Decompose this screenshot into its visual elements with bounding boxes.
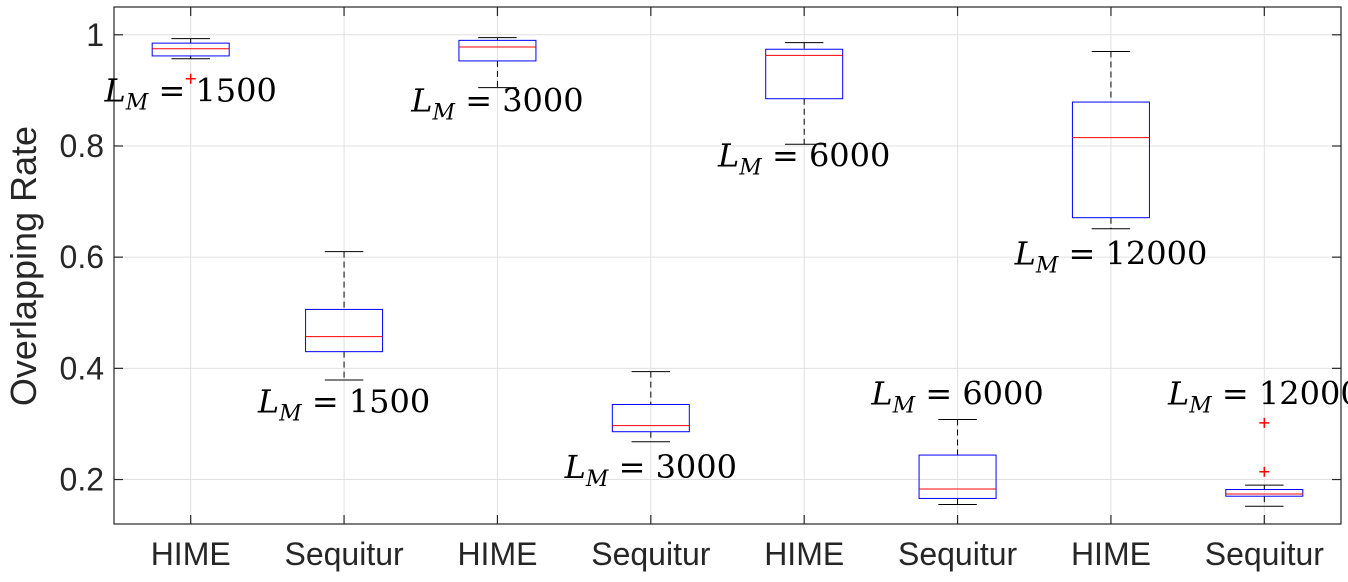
y-tick-label: 1 xyxy=(86,17,104,53)
box-iqr xyxy=(305,308,384,353)
annotation-variable: L xyxy=(717,137,739,175)
annotation-subscript: M xyxy=(738,156,762,181)
annotation-label: LM = 1500 xyxy=(104,72,277,116)
box-group xyxy=(151,37,1304,507)
y-axis-ticks: 0.2 0.4 0.6 0.8 1 xyxy=(60,17,1341,498)
x-tick-label: HIME xyxy=(1071,536,1151,572)
annotation-value: = 6000 xyxy=(762,137,891,175)
annotation-subscript: M xyxy=(585,467,609,492)
x-tick-label: Sequitur xyxy=(1205,536,1325,572)
x-tick-label: HIME xyxy=(457,536,537,572)
box-iqr xyxy=(458,39,537,62)
box-5 xyxy=(765,42,844,145)
annotation-subscript: M xyxy=(1035,253,1059,278)
box-iqr xyxy=(918,454,997,499)
annotation-subscript: M xyxy=(1188,393,1212,418)
box-1 xyxy=(151,38,230,84)
annotation-label: LM = 3000 xyxy=(410,82,583,126)
annotation-label: LM = 12000 xyxy=(1167,374,1348,418)
plot-area-frame xyxy=(113,6,1342,525)
box-3 xyxy=(458,37,537,89)
annotation-variable: L xyxy=(257,382,279,420)
x-tick-label: HIME xyxy=(764,536,844,572)
x-tick-label: HIME xyxy=(151,536,231,572)
x-axis-ticks: HIME Sequitur HIME Sequitur HIME Sequitur HIME… xyxy=(151,7,1325,572)
box-iqr xyxy=(1071,101,1150,219)
y-tick-label: 0.4 xyxy=(60,350,104,386)
annotation-value: = 12000 xyxy=(1058,234,1207,272)
x-tick-label: Sequitur xyxy=(898,536,1018,572)
annotation-subscript: M xyxy=(278,401,302,426)
box-4 xyxy=(611,371,690,443)
annotation-variable: L xyxy=(1167,374,1189,412)
annotation-value: = 3000 xyxy=(608,448,737,486)
outlier-marker xyxy=(185,73,196,84)
annotation-label: LM = 1500 xyxy=(257,382,430,426)
annotation-variable: L xyxy=(870,374,892,412)
annotation-subscript: M xyxy=(892,393,916,418)
annotation-variable: L xyxy=(564,448,586,486)
y-axis-label: Overlapping Rate xyxy=(3,126,44,406)
box-7 xyxy=(1071,50,1150,230)
outlier-marker xyxy=(1259,466,1270,477)
box-iqr xyxy=(151,42,230,57)
annotation-subscript: M xyxy=(432,101,456,126)
box-iqr xyxy=(611,403,690,433)
box-iqr xyxy=(765,48,844,100)
box-6 xyxy=(918,418,997,506)
box-2 xyxy=(305,251,384,381)
annotation-label: LM = 6000 xyxy=(870,374,1043,418)
annotation-label: LM = 6000 xyxy=(717,137,890,181)
annotation-value: = 6000 xyxy=(915,374,1044,412)
annotation-value: = 1500 xyxy=(302,382,431,420)
annotation-label: LM = 12000 xyxy=(1014,234,1208,278)
y-tick-label: 0.6 xyxy=(60,239,104,275)
annotation-label: LM = 3000 xyxy=(564,448,737,492)
annotation-variable: L xyxy=(410,82,432,120)
box-iqr xyxy=(1225,489,1304,497)
annotation-variable: L xyxy=(1014,234,1036,272)
y-tick-label: 0.8 xyxy=(60,128,104,164)
box-8 xyxy=(1225,417,1304,507)
y-tick-label: 0.2 xyxy=(60,462,104,498)
annotation-variable: L xyxy=(104,72,126,110)
x-tick-label: Sequitur xyxy=(284,536,404,572)
annotation-value: = 3000 xyxy=(455,82,584,120)
annotation-value: = 1500 xyxy=(148,72,277,110)
annotation-value: = 12000 xyxy=(1212,374,1348,412)
outlier-marker xyxy=(1259,417,1270,428)
x-tick-label: Sequitur xyxy=(591,536,711,572)
annotation-subscript: M xyxy=(125,91,149,116)
